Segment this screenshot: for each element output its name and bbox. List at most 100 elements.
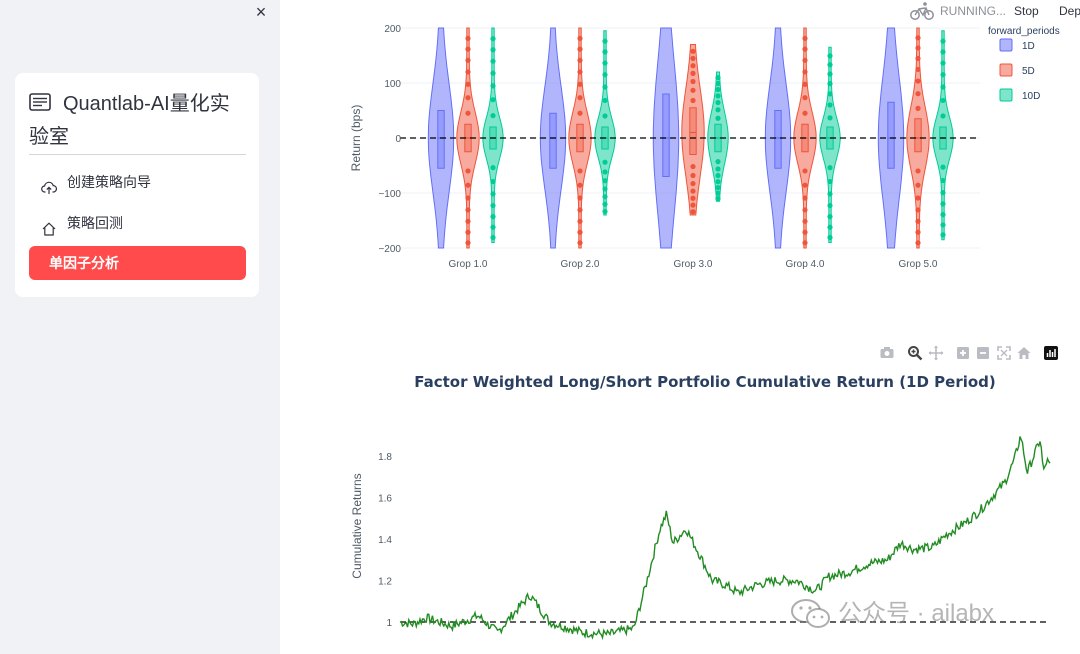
outlier-point: [602, 159, 608, 165]
close-sidebar-button[interactable]: ×: [255, 2, 267, 22]
outlier-point: [490, 224, 496, 230]
outlier-point: [915, 229, 921, 235]
outlier-point: [490, 165, 496, 171]
outlier-point: [577, 69, 583, 75]
menu-item-single-factor-analysis[interactable]: 单因子分析: [29, 246, 246, 280]
y-tick-label: 100: [384, 79, 401, 90]
outlier-point: [940, 113, 946, 119]
violin-chart: 200 100 0 −100 −200 Grop 1.0 Grop 2.0 Grop 3.0…: [349, 24, 1060, 270]
outlier-point: [715, 75, 721, 81]
home-icon: [41, 215, 57, 249]
violin-box: [437, 110, 445, 169]
legend-item-1D[interactable]: 1D: [1022, 41, 1035, 52]
violin-10D-3: [707, 71, 729, 202]
outlier-point: [715, 190, 721, 196]
outlier-point: [802, 207, 808, 213]
legend-item-5D[interactable]: 5D: [1022, 66, 1035, 77]
watermark-text: 公众号 · ailabx: [838, 600, 995, 627]
outlier-point: [602, 38, 608, 44]
outlier-point: [940, 60, 946, 66]
x-tick-label: Grop 2.0: [561, 259, 600, 270]
menu-item-backtest[interactable]: 策略回测: [29, 206, 246, 240]
outlier-point: [715, 86, 721, 93]
outlier-point: [802, 240, 808, 246]
legend-swatch-10D[interactable]: [999, 88, 1013, 102]
plotly-logo-icon[interactable]: [1042, 344, 1060, 362]
sidebar: × Quantlab-AI量化实验室 创建策略向导: [0, 0, 280, 654]
outlier-point: [690, 209, 696, 215]
y-tick-label: 1.8: [378, 452, 392, 463]
running-man-icon: [910, 1, 934, 28]
outlier-point: [577, 207, 583, 213]
outlier-point: [690, 97, 696, 104]
legend-title: forward_periods: [988, 26, 1060, 37]
y-tick-label: 1.6: [378, 494, 392, 505]
outlier-point: [465, 218, 471, 224]
cloud-upload-icon: [41, 174, 57, 208]
reset-axes-home-icon[interactable]: [1015, 344, 1033, 362]
outlier-point: [802, 182, 808, 188]
outlier-point: [690, 188, 696, 194]
outlier-point: [802, 229, 808, 235]
outlier-point: [577, 95, 583, 101]
stop-button[interactable]: Stop: [1014, 4, 1039, 18]
zoom-in-icon[interactable]: [954, 344, 972, 362]
zoom-out-icon[interactable]: [974, 344, 992, 362]
violin-10D-5: [932, 30, 954, 241]
outlier-point: [915, 207, 921, 213]
watermark: 公众号 · ailabx: [790, 594, 1080, 634]
outlier-point: [490, 213, 496, 220]
outlier-point: [490, 113, 496, 119]
outlier-point: [577, 81, 583, 87]
outlier-point: [690, 87, 696, 93]
outlier-point: [602, 113, 608, 119]
outlier-point: [465, 95, 471, 101]
y-axis-title: Return (bps): [349, 105, 363, 172]
outlier-point: [940, 97, 946, 104]
outlier-point: [690, 172, 696, 179]
running-status-text: RUNNING...: [940, 4, 1006, 18]
main-content: RUNNING... Stop Depl 200 100 0 −100 −200 Gro…: [280, 0, 1080, 654]
outlier-point: [690, 78, 696, 85]
cumulative-return-line: [399, 436, 1051, 641]
outlier-point: [827, 115, 833, 121]
camera-icon[interactable]: [878, 344, 896, 362]
outlier-point: [715, 107, 721, 113]
outlier-point: [602, 97, 608, 104]
outlier-point: [577, 229, 583, 235]
outlier-point: [490, 58, 496, 64]
outlier-point: [690, 163, 696, 170]
legend-item-10D[interactable]: 10D: [1022, 91, 1040, 102]
menu-item-create-strategy[interactable]: 创建策略向导: [29, 165, 246, 199]
deploy-button[interactable]: Depl: [1059, 4, 1080, 18]
x-tick-label: Grop 1.0: [449, 259, 488, 270]
outlier-point: [490, 234, 496, 241]
violin-5D-3: [681, 44, 705, 216]
outlier-point: [690, 180, 696, 187]
outlier-point: [465, 46, 471, 52]
chart-title: Factor Weighted Long/Short Portfolio Cum…: [414, 373, 996, 391]
outlier-point: [940, 164, 946, 170]
outlier-point: [577, 168, 583, 174]
violin-10D-1: [482, 27, 504, 243]
autoscale-icon[interactable]: [995, 344, 1013, 362]
y-tick-label: −200: [378, 244, 401, 255]
outlier-point: [715, 179, 721, 185]
legend-swatch-1D[interactable]: [999, 38, 1013, 52]
pan-icon[interactable]: [927, 344, 945, 362]
outlier-point: [827, 234, 833, 241]
y-tick-label: 1.4: [378, 535, 392, 546]
outlier-point: [602, 208, 608, 215]
y-tick-label: 0: [395, 134, 401, 145]
outlier-point: [940, 49, 946, 55]
outlier-point: [577, 46, 583, 52]
outlier-point: [802, 110, 808, 116]
outlier-point: [827, 213, 833, 220]
outlier-point: [602, 169, 608, 175]
outlier-point: [602, 84, 608, 90]
outlier-point: [465, 168, 471, 174]
violin-box: [914, 118, 922, 153]
outlier-point: [940, 201, 946, 207]
legend-swatch-5D[interactable]: [999, 63, 1013, 77]
zoom-icon[interactable]: [906, 344, 924, 362]
